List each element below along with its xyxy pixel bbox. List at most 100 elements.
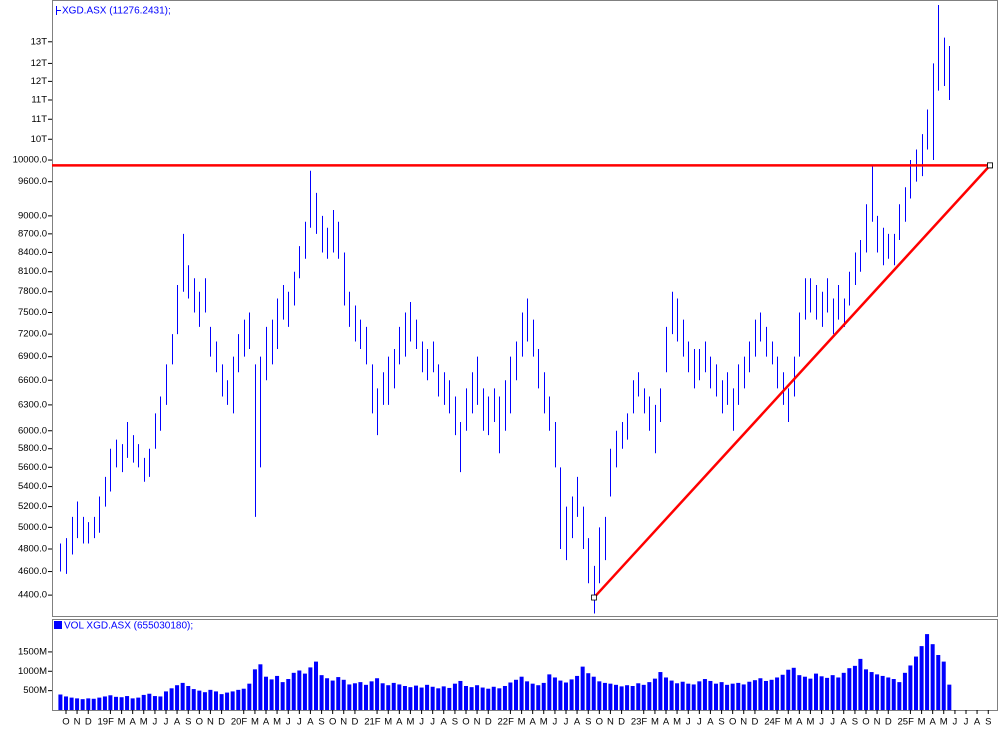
- volume-bar: [319, 675, 324, 710]
- y-tick-label: 7800.0: [18, 286, 47, 297]
- y-tick-label: 5400.0: [18, 481, 47, 492]
- volume-bar: [741, 684, 746, 710]
- volume-bar: [225, 692, 230, 710]
- volume-bar: [286, 679, 291, 710]
- volume-bar: [452, 683, 457, 710]
- x-tick-label: M: [406, 717, 414, 728]
- x-tick-label: D: [885, 717, 892, 728]
- y-tick-label: 4800.0: [18, 544, 47, 555]
- volume-bar: [747, 681, 752, 710]
- volume-bar: [914, 656, 918, 710]
- x-tick-label: M: [673, 717, 681, 728]
- volume-bar: [325, 678, 330, 710]
- volume-bar: [341, 679, 346, 710]
- volume-bar: [602, 682, 607, 710]
- volume-bar: [897, 682, 902, 710]
- volume-bar: [564, 682, 568, 710]
- volume-bar: [241, 688, 246, 710]
- x-tick-label: N: [607, 717, 614, 728]
- volume-bar: [825, 677, 830, 710]
- volume-bar: [664, 677, 668, 710]
- y-tick-label: 4600.0: [18, 566, 47, 577]
- x-tick-label: J: [286, 717, 291, 728]
- volume-bar: [169, 688, 174, 710]
- price-panel: [52, 0, 998, 617]
- x-tick-label: S: [852, 717, 858, 728]
- volume-bar: [875, 674, 880, 710]
- volume-bar: [775, 677, 780, 710]
- volume-bar: [186, 685, 191, 710]
- x-tick-label: J: [697, 717, 702, 728]
- volume-bar: [330, 680, 335, 710]
- volume-bar: [386, 685, 391, 710]
- volume-bar: [291, 672, 296, 710]
- volume-bar: [102, 696, 107, 710]
- x-tick-label: O: [729, 717, 736, 728]
- x-tick-label: M: [918, 717, 926, 728]
- volume-bar: [925, 634, 930, 710]
- y-tick-label: 13T: [31, 36, 48, 47]
- volume-y-tick-label: 500M: [23, 685, 47, 696]
- volume-bar: [547, 674, 552, 710]
- volume-bar: [230, 691, 235, 710]
- volume-bar: [519, 676, 524, 710]
- x-tick-label: O: [462, 717, 469, 728]
- volume-bar: [141, 694, 146, 710]
- y-tick-label: 11T: [31, 94, 47, 105]
- volume-legend: VOL XGD.ASX (655030180);: [64, 621, 193, 632]
- volume-bar: [302, 673, 307, 710]
- volume-bar: [80, 699, 85, 710]
- x-tick-label: A: [396, 717, 403, 728]
- x-tick-label: O: [329, 717, 336, 728]
- volume-bar: [480, 687, 485, 710]
- x-tick-label: M: [651, 717, 659, 728]
- x-tick-label: 20F: [231, 717, 248, 728]
- y-tick-label: 6300.0: [18, 399, 47, 410]
- y-tick-label: 9600.0: [18, 176, 47, 187]
- y-tick-label: 12T: [31, 76, 48, 87]
- y-tick-label: 6000.0: [18, 425, 47, 436]
- volume-bar: [191, 689, 196, 710]
- y-tick-label: 5800.0: [18, 443, 47, 454]
- x-tick-label: 23F: [631, 717, 648, 728]
- x-tick-label: D: [751, 717, 758, 728]
- volume-bar: [941, 661, 946, 710]
- x-tick-label: J: [964, 717, 969, 728]
- volume-bar: [175, 685, 180, 710]
- volume-bar: [391, 682, 396, 710]
- x-tick-label: A: [174, 717, 181, 728]
- volume-bar: [619, 686, 624, 710]
- x-tick-label: 21F: [364, 717, 381, 728]
- volume-bar: [214, 691, 218, 710]
- x-tick-label: S: [585, 717, 591, 728]
- volume-bar: [414, 685, 418, 710]
- volume-bar: [536, 685, 541, 710]
- volume-bar: [625, 685, 630, 710]
- volume-bar: [58, 694, 63, 710]
- x-tick-label: M: [140, 717, 148, 728]
- volume-bar: [819, 676, 824, 710]
- volume-bar: [597, 681, 602, 710]
- volume-bar: [930, 644, 935, 710]
- x-tick-label: S: [185, 717, 191, 728]
- volume-bar: [108, 695, 113, 710]
- x-tick-label: D: [85, 717, 92, 728]
- x-tick-label: A: [129, 717, 136, 728]
- x-tick-label: D: [485, 717, 492, 728]
- volume-bar: [347, 684, 352, 710]
- x-tick-label: O: [196, 717, 203, 728]
- x-tick-label: N: [340, 717, 347, 728]
- x-tick-label: A: [841, 717, 848, 728]
- volume-bar: [380, 683, 385, 710]
- volume-bar: [64, 696, 68, 710]
- volume-bar: [752, 680, 757, 710]
- x-tick-label: J: [953, 717, 958, 728]
- volume-bar: [552, 677, 557, 710]
- x-tick-label: J: [297, 717, 302, 728]
- x-tick-label: A: [529, 717, 536, 728]
- volume-y-tick-label: 1500M: [18, 646, 47, 657]
- volume-bar: [802, 676, 807, 710]
- volume-bar: [836, 677, 841, 710]
- volume-bar: [358, 682, 363, 710]
- volume-bar: [464, 685, 468, 710]
